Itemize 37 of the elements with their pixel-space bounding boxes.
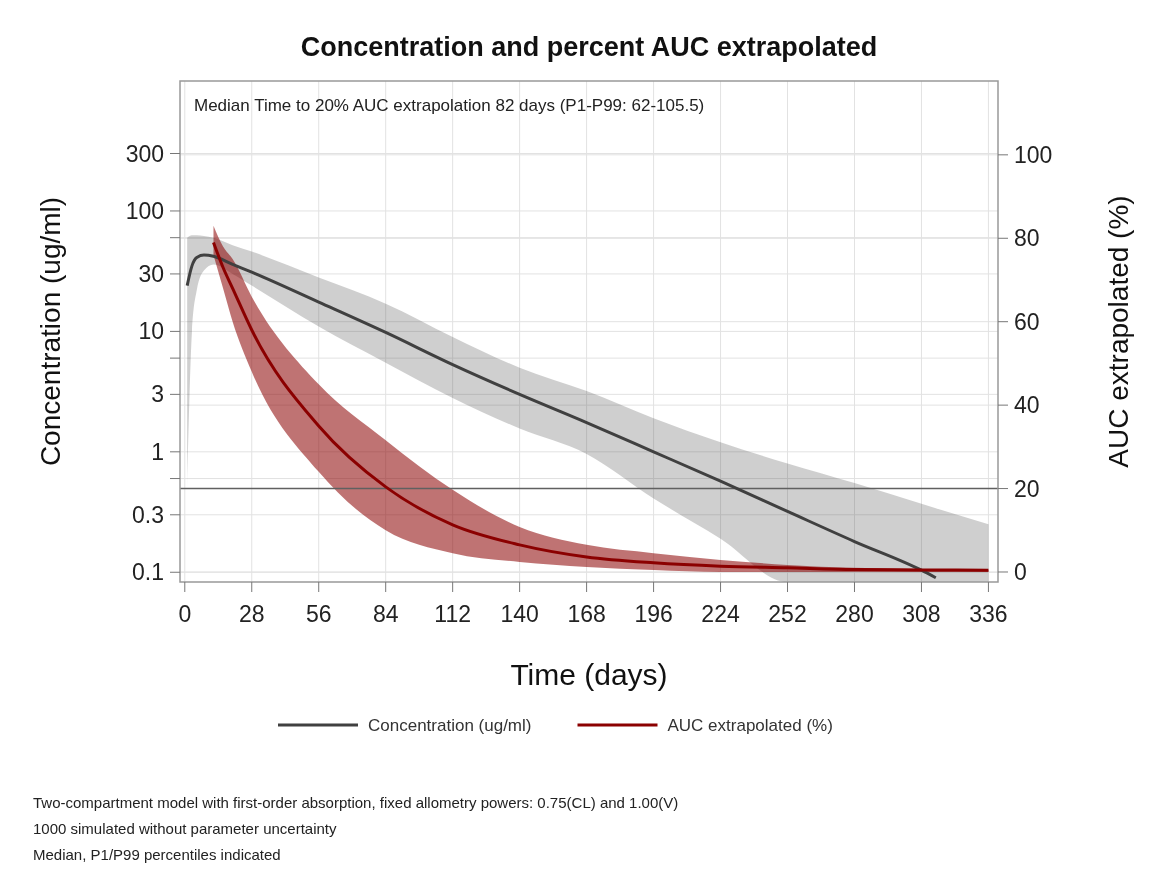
x-tick-label: 140 [500,601,539,627]
y-tick-label: 10 [138,318,164,345]
y2-tick-label: 60 [1014,308,1040,335]
y-tick-label: 3 [151,381,164,408]
x-tick-label: 280 [835,601,874,627]
y-axis-title: Concentration (ug/ml) [35,196,66,467]
annotation: Median Time to 20% AUC extrapolation 82 days (P1-P99: 62-105.5) [194,96,705,115]
y2-tick-label: 80 [1014,225,1040,252]
y-tick-label: 1 [151,438,164,465]
chart-title: Concentration and percent AUC extrapolated [300,32,878,62]
x-tick-label: 196 [634,601,673,627]
y-tick-label: 100 [125,197,164,224]
text: 1000 simulated without parameter uncertainty [33,820,337,837]
y-tick-label: 0.1 [132,559,164,586]
legend-label: AUC extrapolated (%) [667,716,833,735]
y-tick-label: 0.3 [132,501,164,528]
x-axis-title: Time (days) [510,658,668,691]
y2-tick-label: 20 [1014,475,1040,502]
y-tick-label: 30 [138,260,164,287]
x-tick-label: 224 [701,601,740,627]
x-tick-label: 0 [178,601,192,627]
text: Median, P1/P99 percentiles indicated [33,846,281,863]
x-tick-label: 308 [902,601,941,627]
y-tick-label: 300 [125,140,164,167]
y2-tick-label: 40 [1014,392,1040,419]
x-tick-label: 112 [434,601,471,627]
x-tick-label: 28 [238,601,265,627]
x-tick-label: 252 [768,601,807,627]
y2-tick-label: 0 [1014,558,1027,585]
x-tick-label: 168 [567,601,606,627]
x-tick-label: 84 [372,601,399,627]
x-tick-label: 56 [305,601,332,627]
y2-tick-label: 100 [1014,141,1053,168]
y2-axis-title: AUC extrapolated (%) [1103,195,1134,468]
text: Two-compartment model with first-order absorption, fixed allometry powers: 0.75(CL) and 1.00(V) [33,794,679,811]
x-tick-label: 336 [969,601,1008,627]
legend-label: Concentration (ug/ml) [368,716,532,735]
